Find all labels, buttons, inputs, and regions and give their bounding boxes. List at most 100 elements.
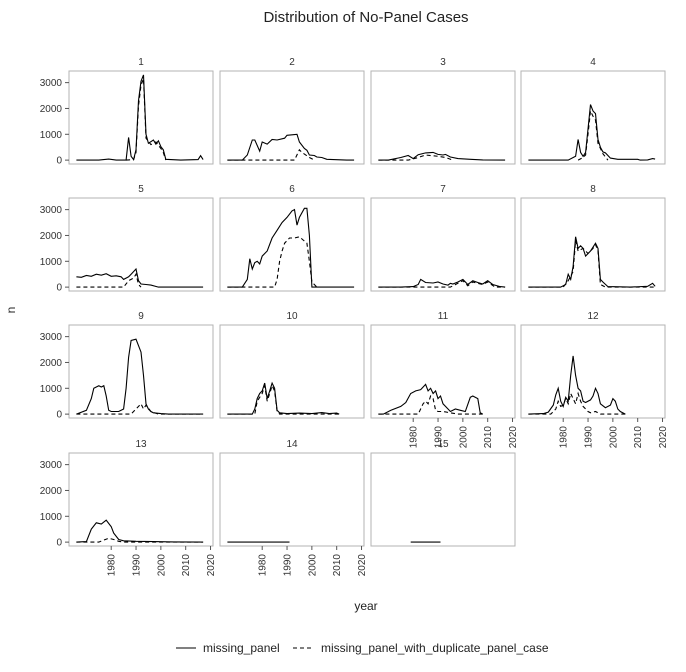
series-line-missing-panel [76,519,204,543]
x-tick-label: 2000 [458,426,469,449]
y-tick-label: 1000 [40,512,63,523]
series-line-missing-panel-with-duplicate [378,154,454,161]
panel-9: 9 0 1000 2000 3000 [40,311,214,421]
series-line-missing-panel-with-duplicate [528,391,626,415]
panel-border [520,324,666,419]
y-tick-label: 1000 [40,384,63,395]
panel-border [68,70,214,165]
panel-border [520,70,666,165]
y-tick-label: 3000 [40,205,63,216]
y-tick-label: 0 [56,283,62,294]
series-line-missing-panel [528,104,656,161]
panel-strip-label: 13 [135,439,147,450]
y-tick-label: 0 [56,538,62,549]
x-tick-label: 2000 [608,426,619,449]
panel-7: 7 [370,184,516,292]
panel-10: 10 [219,311,365,419]
panel-6: 6 [219,184,365,292]
panel-border [68,452,214,547]
panel-12: 12 1980 1990 2000 2010 2020 [520,311,669,449]
x-tick-label: 2010 [332,554,343,577]
panel-13: 13 0 1000 2000 3000 1980 1990 2000 2010 2020 [40,439,217,576]
x-tick-label: 2010 [483,426,494,449]
series-line-missing-panel-with-duplicate [378,394,483,415]
y-tick-label: 1000 [40,257,63,268]
panel-strip-label: 3 [440,57,446,68]
panel-border [370,324,516,419]
x-tick-label: 1990 [584,426,595,449]
panel-border [219,197,365,292]
series-line-missing-panel [76,267,204,288]
y-tick-label: 0 [56,156,62,167]
y-tick-label: 3000 [40,332,63,343]
panel-strip-label: 10 [286,311,298,322]
series-line-missing-panel-with-duplicate [126,78,167,161]
panel-11: 11 1980 1990 2000 2010 2020 [370,311,519,449]
panel-strip-label: 4 [590,57,596,68]
x-tick-label: 1980 [409,426,420,449]
x-tick-label: 2000 [156,554,167,577]
panel-strip-label: 8 [590,184,596,195]
x-tick-label: 2010 [181,554,192,577]
x-tick-label: 1990 [434,426,445,449]
series-line-missing-panel-with-duplicate [76,537,204,543]
y-axis-title: n [4,307,18,314]
panel-border [370,197,516,292]
panel-border [370,452,516,547]
panel-border [68,197,214,292]
chart-title: Distribution of No-Panel Cases [263,9,468,26]
panel-border [219,452,365,547]
y-tick-label: 3000 [40,78,63,89]
legend-label-missing-panel-with-duplicate: missing_panel_with_duplicate_panel_case [321,641,549,655]
panel-border [370,70,516,165]
x-tick-label: 2000 [307,554,318,577]
series-line-missing-panel-with-duplicate [378,280,506,288]
legend-label-missing-panel: missing_panel [203,641,280,655]
series-line-missing-panel-with-duplicate [577,109,609,161]
series-line-missing-panel-with-duplicate [227,148,315,161]
panel-border [68,324,214,419]
series-line-missing-panel [227,381,340,415]
y-tick-label: 2000 [40,358,63,369]
x-tick-label: 2020 [206,554,217,577]
series-line-missing-panel-with-duplicate [227,384,340,415]
panel-border [520,197,666,292]
y-tick-label: 0 [56,410,62,421]
x-axis-title: year [354,599,377,613]
y-tick-label: 2000 [40,486,63,497]
series-line-missing-panel [227,207,355,288]
panel-strip-label: 12 [587,311,599,322]
y-tick-label: 2000 [40,104,63,115]
y-tick-label: 3000 [40,460,63,471]
y-tick-label: 2000 [40,231,63,242]
series-line-missing-panel [76,338,204,415]
x-tick-label: 2020 [658,426,669,449]
panel-15: 15 [370,439,516,547]
series-line-missing-panel [528,236,656,288]
series-line-missing-panel-with-duplicate [76,402,204,415]
series-line-missing-panel [528,355,626,415]
legend: missing_panel missing_panel_with_duplica… [176,641,549,655]
series-line-missing-panel [227,133,355,161]
panel-5: 5 0 1000 2000 3000 [40,184,214,294]
x-tick-label: 1980 [559,426,570,449]
panel-strip-label: 2 [289,57,295,68]
series-line-missing-panel-with-duplicate [528,240,656,288]
x-tick-label: 1980 [258,554,269,577]
panel-strip-label: 5 [138,184,144,195]
panel-strip-label: 14 [286,439,298,450]
panel-8: 8 [520,184,666,292]
panel-border [219,324,365,419]
series-line-missing-panel [378,383,483,415]
panel-2: 2 [219,57,365,165]
series-line-missing-panel [378,278,506,288]
x-tick-label: 1990 [283,554,294,577]
panel-1: 1 0 1000 2000 3000 [40,57,214,167]
panel-border [219,70,365,165]
panel-strip-label: 7 [440,184,446,195]
x-tick-label: 1980 [107,554,118,577]
x-tick-label: 2020 [508,426,519,449]
